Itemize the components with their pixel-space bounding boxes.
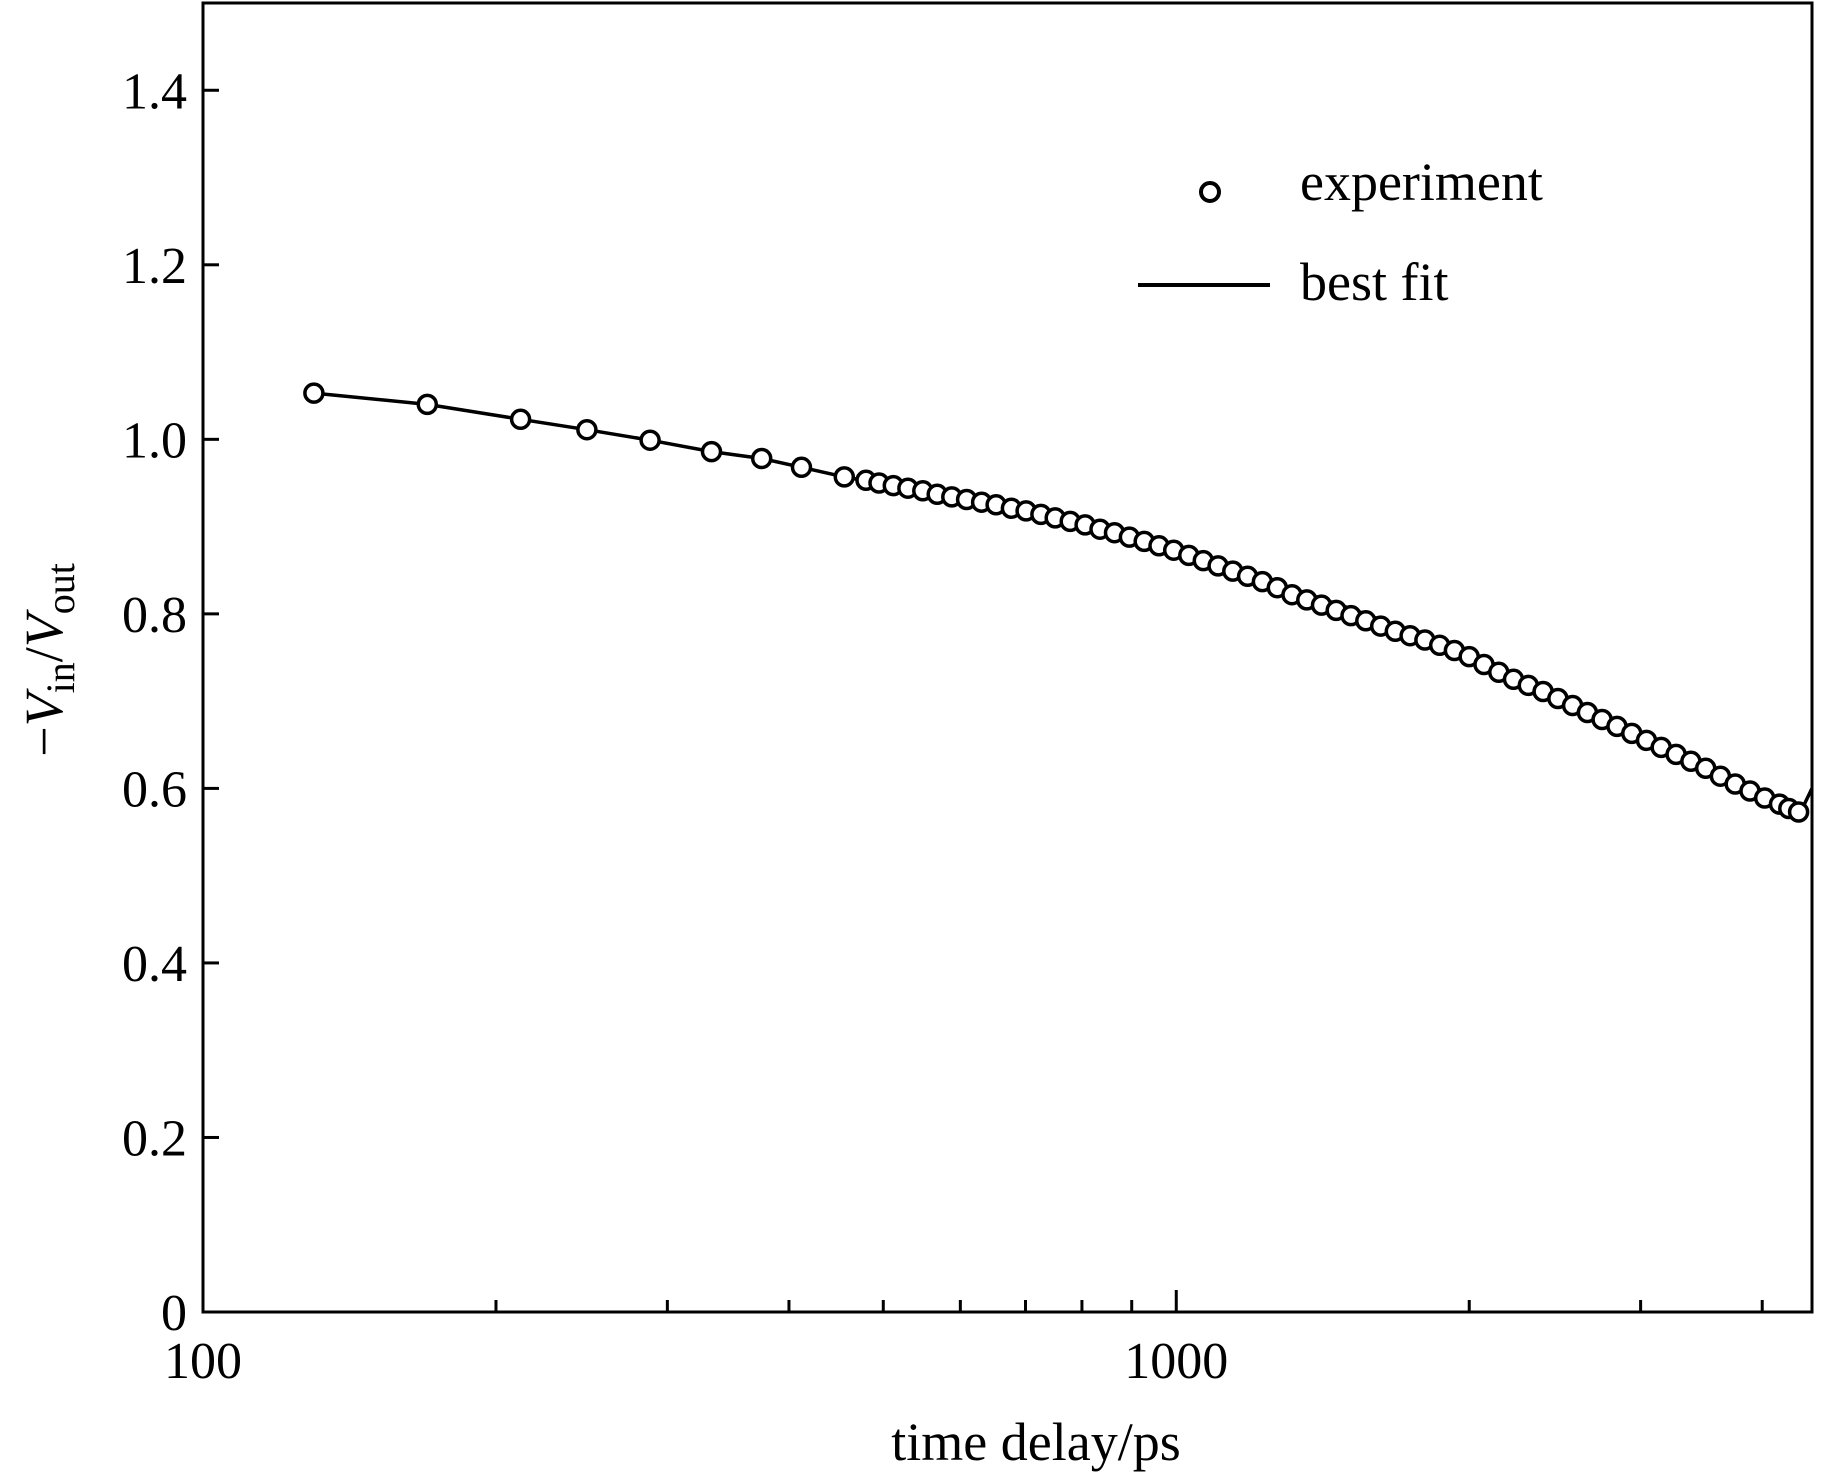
best-fit-line xyxy=(313,391,1814,815)
experiment-point xyxy=(576,418,598,441)
legend-marker-experiment xyxy=(1199,181,1221,203)
experiment-point xyxy=(509,408,532,431)
y-tick-label: 1.2 xyxy=(122,238,187,295)
y-axis-label-sub1: in xyxy=(38,662,83,693)
y-tick-label: 0 xyxy=(161,1285,187,1342)
legend-label-experiment: experiment xyxy=(1300,152,1543,212)
x-axis: 100 1000 xyxy=(164,1290,1764,1390)
experiment-point xyxy=(750,447,773,470)
experiment-point xyxy=(790,456,813,479)
x-axis-label: time delay/ps xyxy=(891,1412,1180,1472)
best-fit-series xyxy=(313,391,1814,815)
y-tick-label: 0.6 xyxy=(122,761,187,818)
y-tick-label: 0.8 xyxy=(122,587,187,644)
y-tick-label: 0.4 xyxy=(122,936,187,993)
experiment-point xyxy=(1787,801,1810,823)
plot-frame xyxy=(201,1,1814,1314)
experiment-point xyxy=(833,466,856,488)
legend-label-best-fit: best fit xyxy=(1300,252,1448,312)
experiment-point xyxy=(639,429,661,451)
y-axis-label-prefix: − xyxy=(14,726,74,756)
y-axis-label-v2: V xyxy=(14,608,74,647)
experiment-series xyxy=(303,382,1810,823)
experiment-point xyxy=(416,393,439,416)
x-tick-label: 1000 xyxy=(1124,1333,1228,1390)
plot-area xyxy=(201,1,1814,1314)
y-tick-label: 1.0 xyxy=(122,412,187,469)
y-axis-label-v1: V xyxy=(14,687,74,726)
experiment-point xyxy=(700,440,723,463)
y-axis: 0 0.2 0.4 0.6 0.8 1.0 1.2 1.4 xyxy=(122,63,219,1342)
y-tick-label: 1.4 xyxy=(122,63,187,120)
y-axis-label-slash: / xyxy=(14,647,74,662)
x-tick-label: 100 xyxy=(164,1333,242,1390)
experiment-point xyxy=(303,382,325,404)
y-axis-label-sub2: out xyxy=(38,563,83,614)
y-tick-label: 0.2 xyxy=(122,1110,187,1167)
legend: experiment best fit xyxy=(1138,152,1543,312)
y-axis-label: −Vin/Vout xyxy=(14,563,83,757)
